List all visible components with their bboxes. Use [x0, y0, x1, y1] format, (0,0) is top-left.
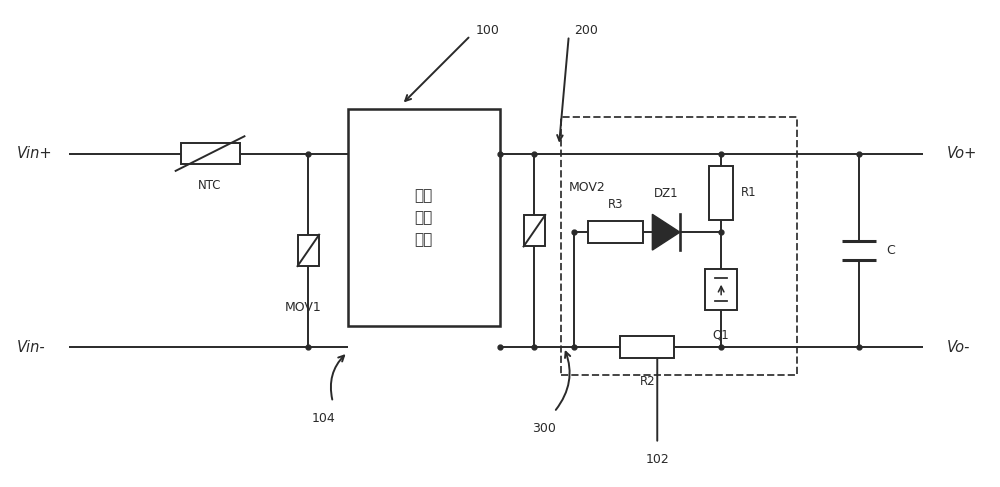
Text: Q1: Q1 — [713, 328, 730, 341]
Bar — [709, 166, 733, 220]
Text: 整流
滤波
电路: 整流 滤波 电路 — [415, 188, 433, 247]
Text: 100: 100 — [475, 24, 499, 37]
Text: Vin-: Vin- — [16, 340, 45, 355]
Text: C: C — [886, 244, 895, 257]
Polygon shape — [652, 214, 680, 250]
Text: R3: R3 — [608, 198, 623, 210]
Bar — [588, 222, 643, 243]
Text: DZ1: DZ1 — [654, 187, 678, 200]
Bar — [298, 235, 319, 266]
Bar — [524, 215, 545, 246]
Text: R1: R1 — [741, 187, 756, 199]
Bar — [561, 117, 797, 375]
Bar — [620, 337, 674, 358]
Bar — [705, 269, 737, 310]
Text: Vin+: Vin+ — [16, 146, 52, 161]
Bar — [181, 143, 240, 165]
Text: R2: R2 — [640, 375, 655, 388]
Text: 300: 300 — [532, 422, 556, 435]
Text: Vo-: Vo- — [947, 340, 971, 355]
Text: NTC: NTC — [198, 179, 222, 192]
Text: Vo+: Vo+ — [947, 146, 978, 161]
Text: 104: 104 — [311, 412, 335, 425]
Text: MOV1: MOV1 — [285, 301, 322, 315]
Text: MOV2: MOV2 — [569, 182, 606, 194]
Text: 200: 200 — [574, 24, 598, 37]
Text: 102: 102 — [645, 453, 669, 467]
Bar — [348, 110, 500, 326]
